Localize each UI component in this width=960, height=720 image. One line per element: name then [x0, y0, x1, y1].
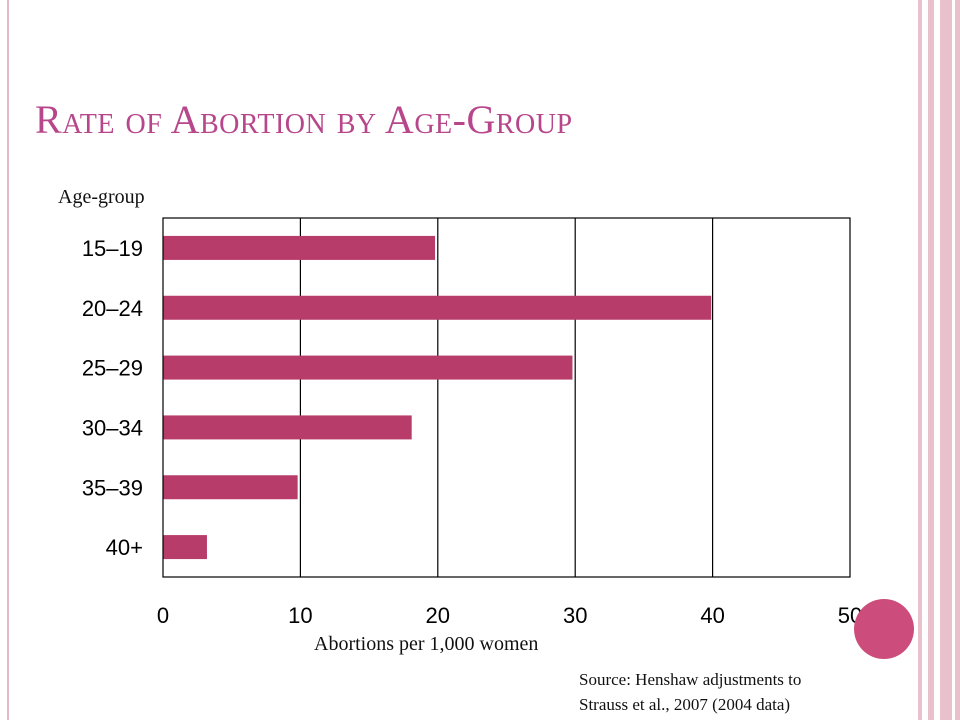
- plot-area-border: [162, 217, 851, 578]
- slide-title: Rate of Abortion by Age-Group: [35, 97, 573, 142]
- source-line-1: Source: Henshaw adjustments to: [579, 670, 802, 689]
- bar: [163, 235, 436, 260]
- category-label: 15–19: [82, 236, 143, 261]
- x-tick-label: 20: [426, 603, 450, 628]
- category-label: 35–39: [82, 475, 143, 500]
- x-tick-label: 10: [288, 603, 312, 628]
- category-label: 40+: [106, 535, 143, 560]
- source-line-2: Strauss et al., 2007 (2004 data): [579, 695, 791, 714]
- x-axis-title: Abortions per 1,000 women: [314, 633, 539, 655]
- category-label: 20–24: [82, 296, 143, 321]
- category-label: 25–29: [82, 356, 143, 381]
- bars: [163, 235, 712, 560]
- bar: [163, 295, 712, 320]
- category-labels: 15–19 20–24 25–29 30–34 35–39 40+: [82, 236, 143, 560]
- right-frame-stripe: [918, 0, 922, 720]
- x-tick-label: 30: [563, 603, 587, 628]
- right-frame-stripe: [955, 0, 960, 720]
- bar: [163, 415, 412, 440]
- right-frame-stripe: [940, 0, 952, 720]
- x-tick-label: 0: [157, 603, 169, 628]
- left-frame-line: [7, 0, 9, 720]
- x-tick-label: 40: [700, 603, 724, 628]
- decorative-circle: [854, 599, 914, 659]
- gridlines: [299, 218, 714, 577]
- bar: [163, 475, 298, 500]
- x-tick-labels: 0 10 20 30 40 50: [157, 603, 862, 628]
- category-label: 30–34: [82, 415, 143, 440]
- bar: [163, 535, 207, 560]
- bar: [163, 355, 573, 380]
- y-axis-title: Age-group: [58, 186, 145, 208]
- right-frame-stripe: [928, 0, 934, 720]
- source-note: Source: Henshaw adjustments to Strauss e…: [579, 667, 801, 717]
